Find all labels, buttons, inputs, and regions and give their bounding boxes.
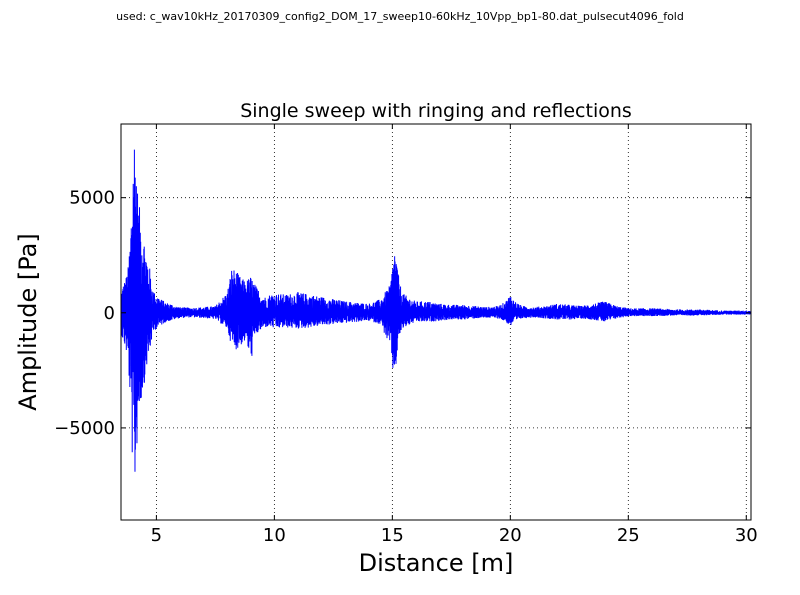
x-axis-title: Distance [m]	[359, 549, 514, 577]
y-axis-title: Amplitude [Pa]	[14, 233, 42, 410]
x-tick-label: 30	[735, 525, 758, 546]
grid-lines	[121, 124, 751, 520]
signal-line	[120, 149, 752, 472]
x-tick-labels: 5 10 15 20 25 30	[151, 525, 758, 546]
chart-title: Single sweep with ringing and reflection…	[240, 100, 632, 122]
y-tick-label: 5000	[69, 188, 115, 209]
plot-frame	[120, 123, 752, 521]
axis-ticks	[121, 124, 751, 520]
signal-trace	[120, 149, 752, 472]
y-tick-labels: −5000 0 5000	[54, 188, 115, 439]
x-tick-label: 10	[263, 525, 286, 546]
figure-suptitle: used: c_wav10kHz_20170309_config2_DOM_17…	[116, 10, 684, 23]
y-tick-label: −5000	[54, 418, 115, 439]
y-tick-label: 0	[104, 303, 115, 324]
x-tick-label: 15	[381, 525, 404, 546]
x-tick-label: 5	[151, 525, 162, 546]
x-tick-label: 25	[617, 525, 640, 546]
x-tick-label: 20	[499, 525, 522, 546]
